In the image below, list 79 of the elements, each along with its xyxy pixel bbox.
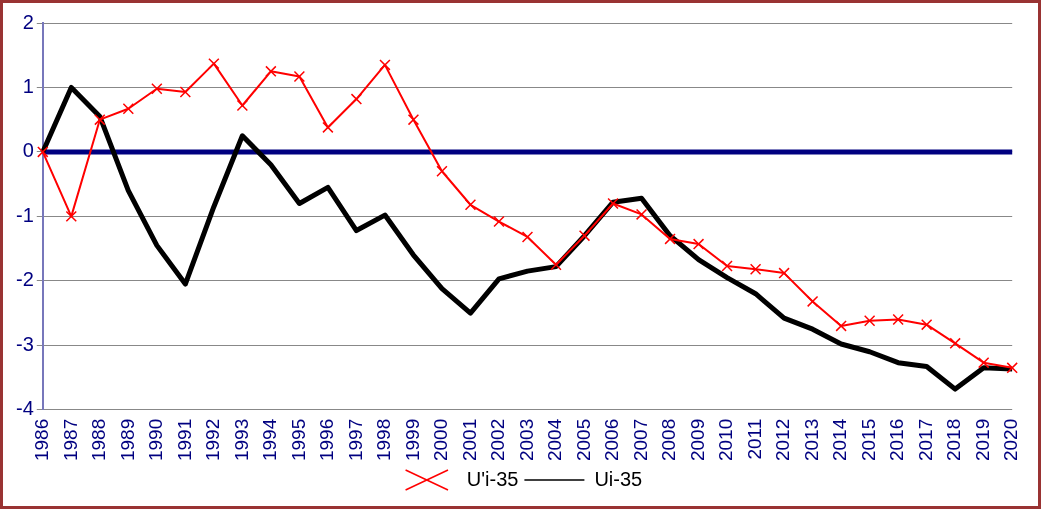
x-tick-label: 1990 <box>145 418 167 462</box>
x-tick-label: 2017 <box>914 418 936 462</box>
x-tick-label: 1994 <box>259 418 281 462</box>
x-tick-label: 2005 <box>572 418 594 462</box>
point <box>65 210 77 223</box>
x-tick-label: 2018 <box>943 418 965 462</box>
x-tick-label: 2012 <box>772 418 794 462</box>
x-tick-label: 1988 <box>88 418 110 462</box>
x-tick-label: 2002 <box>487 418 509 462</box>
y-tick-label: 0 <box>22 139 34 162</box>
y-tick-label: -4 <box>15 397 34 420</box>
x-tick-label: 1986 <box>31 418 53 462</box>
x-tick-label: 1989 <box>116 418 138 462</box>
x-tick-label: 2016 <box>886 418 908 462</box>
point <box>322 121 334 134</box>
x-tick-label: 2001 <box>458 418 480 462</box>
x-tick-label: 2013 <box>800 418 822 462</box>
x-tick-label: 1992 <box>202 418 224 462</box>
point <box>664 233 676 245</box>
x-tick-label: 2007 <box>629 418 651 462</box>
point <box>578 230 591 242</box>
y-tick-label: 1 <box>22 74 34 97</box>
x-tick-label: 2008 <box>658 418 680 462</box>
x-tick-label: 2015 <box>857 418 879 462</box>
point <box>835 320 847 332</box>
point <box>977 356 990 369</box>
point <box>94 113 106 126</box>
legend-label: U'i-35 <box>466 467 519 490</box>
point <box>379 59 391 71</box>
point <box>721 260 733 272</box>
point <box>493 215 505 228</box>
point <box>293 70 306 83</box>
x-tick-label: 1993 <box>230 418 252 462</box>
point <box>806 295 819 308</box>
point <box>920 318 933 331</box>
point <box>350 93 363 105</box>
x-tick-label: 1998 <box>373 418 395 462</box>
point <box>407 113 420 126</box>
point <box>607 197 619 210</box>
x-tick-label: 2009 <box>686 418 708 462</box>
point <box>550 259 562 271</box>
point <box>749 263 762 275</box>
x-tick-label: 1991 <box>173 418 195 462</box>
x-tick-label: 2010 <box>715 418 737 462</box>
point <box>1006 362 1018 374</box>
point <box>692 238 705 250</box>
point <box>521 231 534 243</box>
x-tick-label: 2003 <box>515 418 537 462</box>
x-tick-label: 1997 <box>344 418 366 462</box>
point <box>464 199 477 211</box>
point <box>122 103 135 115</box>
x-tick-label: 2019 <box>971 418 993 462</box>
point <box>265 65 277 78</box>
y-tick-label: -1 <box>15 203 34 226</box>
x-tick-label: 2014 <box>829 418 851 462</box>
y-tick-label: 2 <box>22 10 34 33</box>
point <box>37 146 49 158</box>
x-tick-label: 1996 <box>316 418 338 462</box>
x-tick-label: 1987 <box>59 418 81 462</box>
x-tick-label: 1999 <box>401 418 423 462</box>
point <box>635 208 648 221</box>
point <box>151 83 163 95</box>
x-tick-label: 2006 <box>601 418 623 462</box>
x-tick-label: 2004 <box>544 418 566 462</box>
legend-label: Ui-35 <box>594 467 643 490</box>
point <box>436 165 448 177</box>
y-tick-label: -3 <box>15 332 34 355</box>
x-tick-label: 2011 <box>743 418 765 460</box>
x-tick-label: 2000 <box>430 418 452 462</box>
point <box>179 86 192 98</box>
point <box>236 99 249 112</box>
x-tick-label: 2020 <box>1000 418 1022 462</box>
y-tick-label: -2 <box>15 268 34 291</box>
x-tick-label: 1995 <box>287 418 309 462</box>
point <box>949 337 961 350</box>
point <box>892 313 904 326</box>
point <box>863 315 876 327</box>
point <box>778 267 790 279</box>
point <box>208 57 220 70</box>
